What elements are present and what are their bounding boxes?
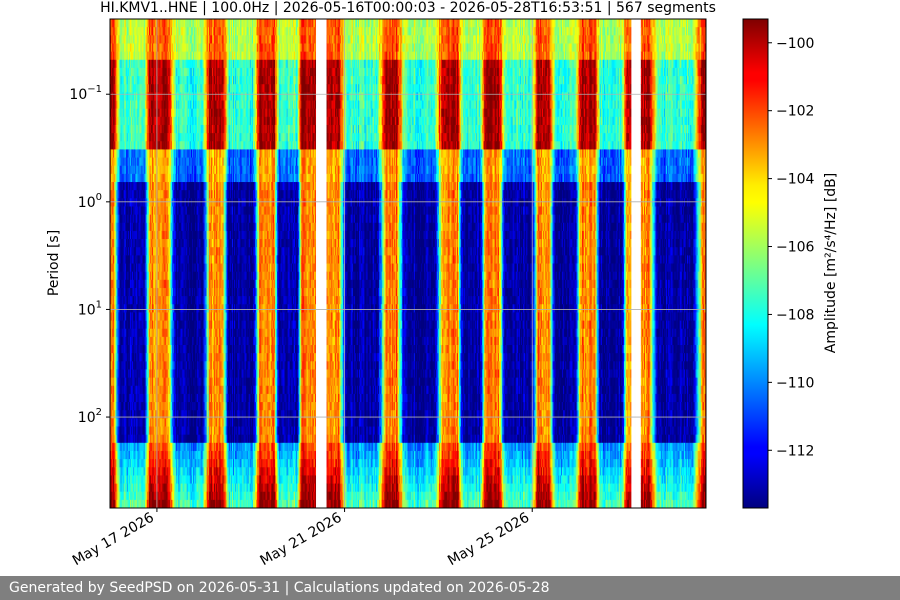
spectrogram — [110, 19, 706, 509]
chart-title: HI.KMV1..HNE | 100.0Hz | 2026-05-16T00:0… — [100, 0, 716, 16]
psd-chart: HI.KMV1..HNE | 100.0Hz | 2026-05-16T00:0… — [0, 0, 900, 576]
